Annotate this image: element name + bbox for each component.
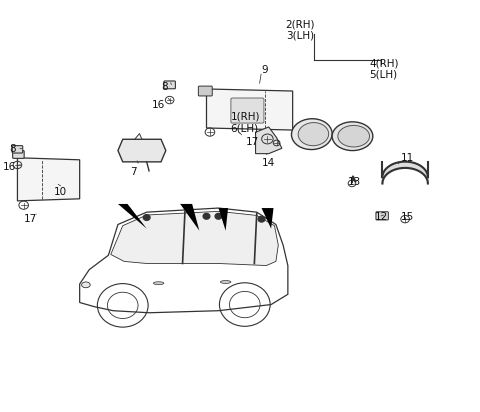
Circle shape [215, 213, 222, 219]
Polygon shape [218, 208, 228, 231]
Text: 13: 13 [348, 177, 361, 187]
FancyBboxPatch shape [12, 150, 24, 158]
Text: 8: 8 [9, 143, 16, 154]
Ellipse shape [82, 282, 90, 288]
Polygon shape [180, 204, 199, 231]
Text: 11: 11 [400, 152, 414, 163]
Polygon shape [80, 208, 288, 313]
FancyBboxPatch shape [198, 86, 212, 96]
Ellipse shape [298, 123, 329, 146]
Polygon shape [118, 139, 166, 162]
FancyBboxPatch shape [376, 212, 388, 220]
Text: 16: 16 [3, 162, 16, 172]
Text: 12: 12 [375, 212, 388, 222]
Circle shape [144, 215, 150, 220]
Ellipse shape [291, 119, 332, 150]
Ellipse shape [338, 125, 370, 147]
Text: 14: 14 [262, 158, 275, 168]
FancyBboxPatch shape [164, 81, 175, 89]
Polygon shape [262, 208, 274, 229]
Circle shape [258, 216, 265, 222]
Polygon shape [255, 127, 282, 154]
Text: 2(RH)
3(LH): 2(RH) 3(LH) [285, 19, 314, 41]
FancyBboxPatch shape [12, 145, 23, 153]
Text: 10: 10 [54, 187, 67, 197]
Ellipse shape [220, 281, 231, 283]
Text: 1(RH)
6(LH): 1(RH) 6(LH) [230, 112, 260, 133]
Text: 15: 15 [400, 212, 414, 222]
Text: 17: 17 [24, 214, 37, 224]
Text: 16: 16 [152, 101, 165, 110]
Text: 7: 7 [130, 167, 136, 177]
Circle shape [203, 213, 210, 219]
Polygon shape [17, 158, 80, 201]
Polygon shape [111, 211, 278, 266]
Text: 8: 8 [161, 82, 168, 92]
FancyBboxPatch shape [231, 98, 264, 123]
Ellipse shape [154, 282, 164, 285]
Ellipse shape [332, 122, 373, 150]
Polygon shape [206, 89, 293, 130]
Polygon shape [118, 204, 147, 229]
Text: 17: 17 [246, 137, 260, 147]
Text: 9: 9 [262, 66, 268, 75]
Text: 4(RH)
5(LH): 4(RH) 5(LH) [369, 58, 399, 80]
